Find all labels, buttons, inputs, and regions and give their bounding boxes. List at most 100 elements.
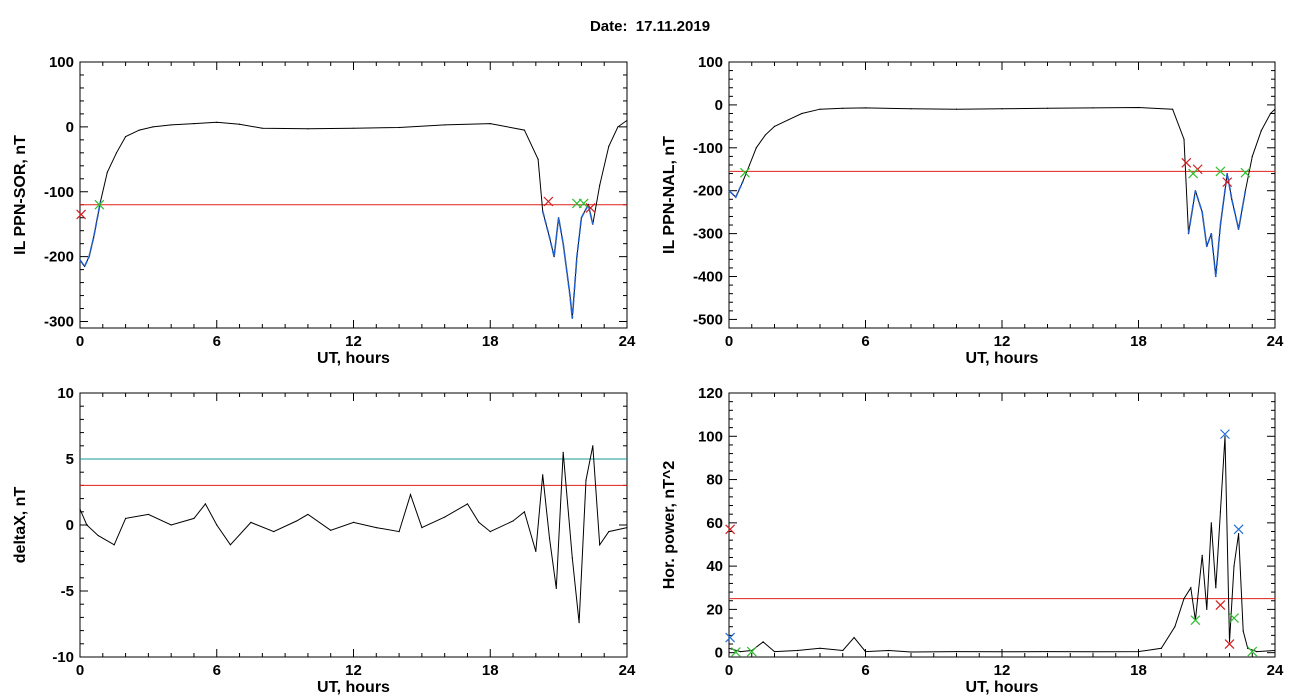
- y-axis-label: Hor. power, nT^2: [661, 461, 678, 590]
- x-axis-label: UT, hours: [317, 679, 390, 696]
- data-point: [330, 529, 332, 531]
- data-point: [1251, 155, 1253, 157]
- data-point: [626, 119, 628, 121]
- data-point: [562, 451, 564, 453]
- data-point: [592, 445, 594, 447]
- figure-header: Date: 17.11.2019: [0, 18, 1300, 35]
- y-tick-label: -200: [693, 183, 723, 200]
- y-tick-label: -300: [44, 314, 74, 331]
- x-tick-label: 0: [725, 333, 733, 350]
- red-x-marker: [1224, 639, 1235, 649]
- y-axis-label: deltaX, nT: [12, 487, 29, 564]
- data-point: [1210, 522, 1212, 524]
- x-tick-label: 24: [1267, 333, 1284, 350]
- green-x-marker: [94, 199, 105, 210]
- data-point: [193, 517, 195, 520]
- data-point: [115, 152, 118, 154]
- x-tick-label: 24: [619, 333, 636, 350]
- y-tick-label: -100: [693, 140, 723, 157]
- data-point: [955, 108, 958, 110]
- data-point: [853, 636, 855, 639]
- data-point: [599, 184, 601, 186]
- y-tick-label: 120: [698, 385, 723, 402]
- data-point: [819, 108, 821, 110]
- data-point: [1046, 650, 1049, 653]
- red-x-marker: [1181, 157, 1192, 168]
- data-point: [512, 520, 514, 522]
- data-point: [204, 503, 206, 505]
- data-point: [1224, 435, 1226, 437]
- data-point: [229, 544, 232, 546]
- data-point: [238, 123, 241, 125]
- y-tick-label: -400: [693, 269, 723, 286]
- y-tick-label: -100: [44, 184, 74, 201]
- y-tick-label: -5: [61, 583, 74, 600]
- data-point: [1201, 554, 1203, 556]
- red-x-marker: [585, 203, 596, 213]
- data-point: [842, 107, 844, 109]
- series-line: [79, 445, 628, 623]
- x-tick-label: 18: [482, 333, 499, 350]
- data-point: [1183, 597, 1185, 600]
- x-tick-label: 6: [213, 333, 221, 350]
- x-tick-label: 24: [1267, 662, 1284, 679]
- data-point: [79, 508, 81, 510]
- data-point: [1238, 533, 1240, 535]
- data-point: [762, 641, 764, 643]
- chart-panel-2: 0 6 12 18 24 -500 -400 -300 -200 -100 0 100 UT, hour…: [661, 54, 1284, 367]
- data-point: [261, 127, 263, 129]
- green-x-marker: [1188, 168, 1199, 179]
- data-point: [152, 126, 154, 128]
- data-point: [537, 158, 539, 160]
- data-point: [106, 171, 108, 173]
- x-tick-label: 12: [994, 333, 1011, 350]
- x-tick-label: 12: [994, 662, 1011, 679]
- x-axis-label: UT, hours: [966, 350, 1039, 367]
- data-point: [555, 587, 557, 589]
- data-point: [864, 650, 867, 653]
- data-point: [819, 647, 821, 649]
- data-point: [1269, 112, 1272, 115]
- data-point: [955, 650, 958, 653]
- y-tick-label: 100: [698, 54, 723, 71]
- y-tick-label: 20: [706, 601, 723, 618]
- y-tick-label: 0: [715, 645, 723, 662]
- x-tick-label: 0: [725, 662, 733, 679]
- data-point: [1092, 107, 1094, 109]
- data-point: [307, 128, 309, 130]
- blue-x-marker: [1220, 429, 1230, 440]
- data-point: [193, 123, 195, 125]
- green-x-marker: [1247, 646, 1258, 657]
- data-point: [728, 647, 730, 649]
- data-point: [478, 521, 480, 523]
- data-point: [773, 125, 776, 127]
- green-x-marker: [1215, 166, 1226, 177]
- x-tick-label: 18: [1130, 662, 1147, 679]
- data-point: [216, 121, 218, 123]
- data-point: [578, 622, 580, 624]
- red-x-marker: [725, 524, 736, 535]
- data-point: [796, 649, 798, 652]
- x-tick-label: 12: [345, 662, 362, 679]
- data-point: [1206, 608, 1208, 610]
- data-point: [1233, 565, 1235, 567]
- data-point: [608, 531, 610, 533]
- data-point: [548, 537, 551, 539]
- x-tick-label: 6: [861, 662, 869, 679]
- data-point: [535, 550, 537, 553]
- data-point: [1160, 647, 1162, 649]
- y-axis-label: IL PPN-NAL, nT: [661, 136, 678, 254]
- data-point: [1228, 641, 1231, 643]
- data-point: [216, 524, 218, 526]
- y-tick-label: -200: [44, 249, 74, 266]
- data-point: [571, 557, 573, 559]
- date-value: 17.11.2019: [635, 18, 711, 35]
- data-point: [409, 494, 412, 496]
- x-tick-label: 12: [345, 333, 362, 350]
- highlight-segment: [79, 201, 102, 268]
- data-point: [773, 650, 776, 653]
- green-x-marker: [746, 646, 757, 657]
- data-point: [542, 474, 544, 476]
- data-point: [626, 527, 628, 529]
